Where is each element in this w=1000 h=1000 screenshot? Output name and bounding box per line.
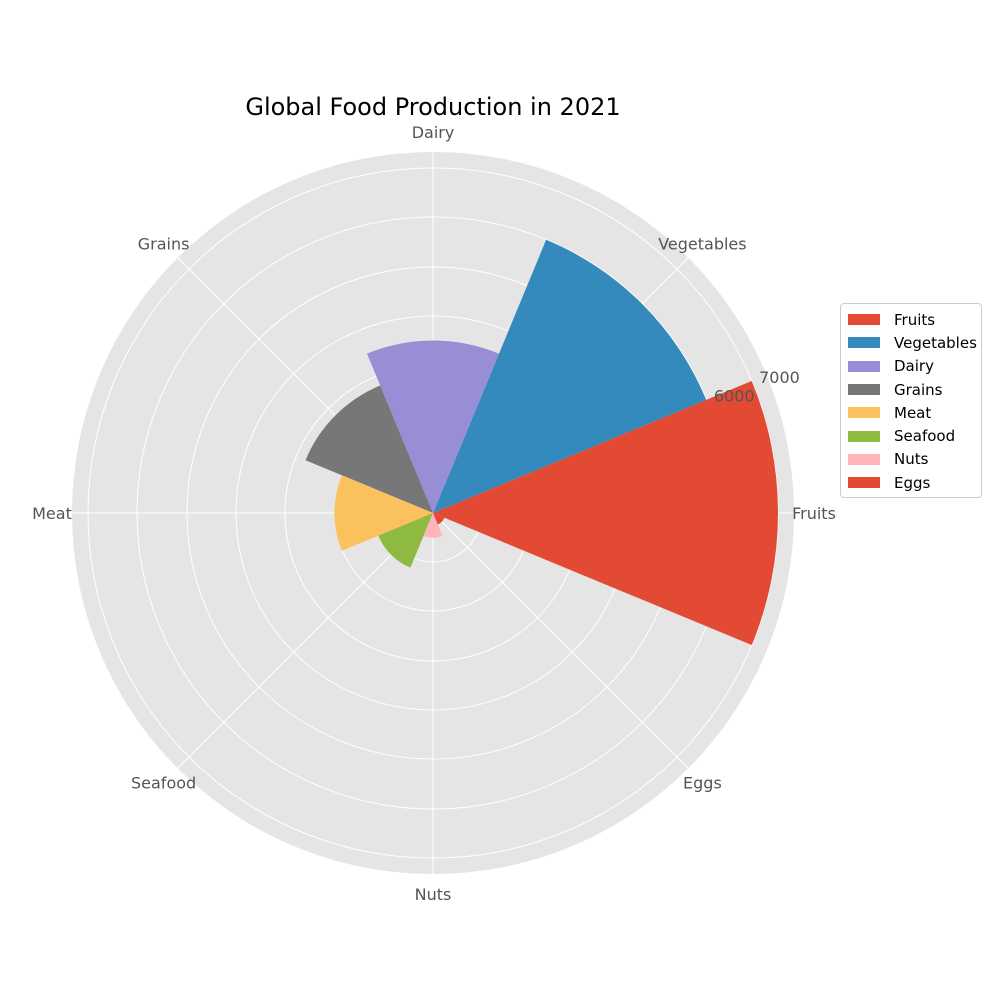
legend-item-eggs: Eggs <box>841 471 981 494</box>
legend-swatch <box>848 384 880 396</box>
category-label-grains: Grains <box>138 235 190 254</box>
bar-nuts <box>423 513 443 538</box>
legend-swatch <box>848 477 880 489</box>
legend-swatch <box>848 314 880 326</box>
legend-swatch <box>848 337 880 349</box>
legend-label: Vegetables <box>894 333 977 352</box>
category-label-vegetables: Vegetables <box>658 235 746 254</box>
bar-seafood <box>378 513 433 568</box>
legend-swatch <box>848 360 880 372</box>
legend-swatch <box>848 430 880 442</box>
radial-tick-7000: 7000 <box>759 368 800 387</box>
chart-title: Global Food Production in 2021 <box>245 93 620 121</box>
legend-item-nuts: Nuts <box>841 448 981 471</box>
legend-item-dairy: Dairy <box>841 355 981 378</box>
legend-label: Meat <box>894 403 932 422</box>
legend-label: Dairy <box>894 357 934 376</box>
legend-item-meat: Meat <box>841 401 981 424</box>
legend-label: Nuts <box>894 450 929 469</box>
bar-grains <box>305 385 433 513</box>
bar-vegetables <box>433 239 707 513</box>
legend-label: Eggs <box>894 473 931 492</box>
bar-meat <box>334 475 433 551</box>
legend-label: Grains <box>894 380 943 399</box>
grid-spoke-6 <box>177 512 434 769</box>
category-label-fruits: Fruits <box>792 504 836 523</box>
radial-tick-6000: 6000 <box>714 387 755 406</box>
labels: Fruits Vegetables Dairy Grains Meat Seafood Nu… <box>32 123 836 904</box>
legend-item-seafood: Seafood <box>841 424 981 447</box>
category-label-seafood: Seafood <box>131 773 196 792</box>
legend-swatch <box>848 453 880 465</box>
legend-item-vegetables: Vegetables <box>841 331 981 354</box>
category-label-nuts: Nuts <box>415 885 452 904</box>
legend-item-fruits: Fruits <box>841 308 981 331</box>
legend-item-grains: Grains <box>841 378 981 401</box>
legend: Fruits Vegetables Dairy Grains Meat Seafood Nu… <box>840 303 982 499</box>
bar-fruits <box>433 380 778 646</box>
legend-label: Seafood <box>894 427 956 446</box>
bar-dairy <box>366 340 500 513</box>
bars <box>305 239 778 646</box>
category-label-eggs: Eggs <box>683 773 722 792</box>
bar-eggs <box>433 513 445 525</box>
legend-label: Fruits <box>894 310 936 329</box>
grid-spoke-8 <box>432 512 689 769</box>
category-label-dairy: Dairy <box>412 123 455 142</box>
legend-swatch <box>848 407 880 419</box>
category-label-meat: Meat <box>32 504 72 523</box>
